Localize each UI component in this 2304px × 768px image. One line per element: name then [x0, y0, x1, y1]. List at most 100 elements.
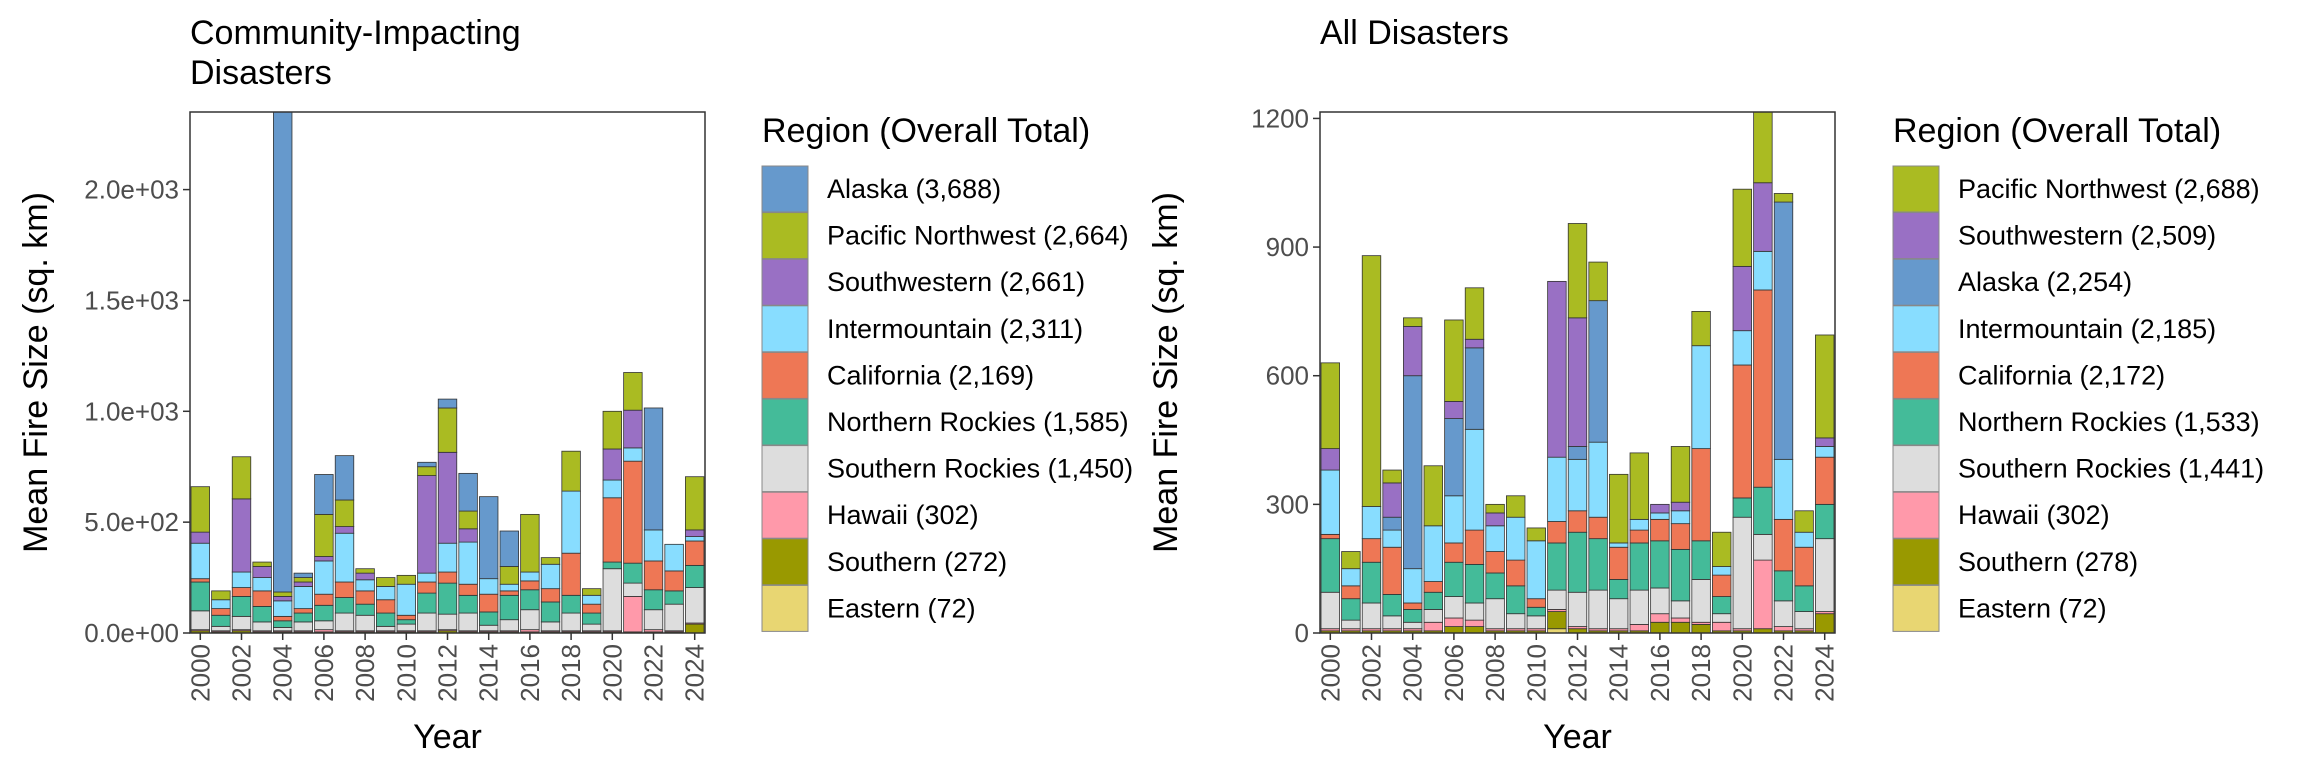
bar-segment [1815, 437, 1835, 447]
bar-segment [643, 529, 664, 562]
x-tick-label: 2022 [639, 644, 669, 702]
bar-segment [1444, 596, 1464, 619]
bar-segment [685, 536, 705, 542]
bar-segment [190, 531, 210, 544]
bars [190, 112, 705, 633]
bar-segment [417, 466, 437, 476]
x-tick-label: 2006 [309, 644, 339, 702]
bar-segment [1732, 188, 1752, 267]
bar-segment [1712, 621, 1732, 632]
bar-segment [1609, 579, 1629, 600]
bar-segment [190, 610, 210, 631]
legend-swatch [1892, 305, 1940, 353]
bar-segment [582, 623, 602, 632]
bar-segment [1609, 546, 1629, 580]
bar-segment [437, 582, 458, 615]
bar-segment [1650, 512, 1670, 520]
bars [1320, 112, 1835, 633]
bar-segment [1320, 591, 1340, 630]
bar-segment [1547, 611, 1567, 630]
legend-swatch [1892, 258, 1940, 306]
bar-segment [231, 571, 252, 588]
bar-segment [643, 560, 664, 591]
legend-label: Pacific Northwest (2,664) [827, 221, 1129, 251]
bar-segment [1567, 458, 1588, 512]
bar-segment [1547, 280, 1567, 458]
bar-segment [1691, 540, 1711, 580]
bar-segment [314, 556, 334, 562]
legend-label: Hawaii (302) [827, 500, 979, 530]
bar-segment [1464, 287, 1485, 340]
bar-segment [1320, 448, 1340, 471]
legend-swatch [761, 538, 809, 586]
bar-segment [1320, 538, 1340, 593]
bar-segment [1712, 574, 1732, 597]
bar-segment [1732, 516, 1752, 630]
bar-segment [417, 592, 437, 614]
bar-segment [1403, 621, 1423, 630]
bar-segment [1753, 112, 1773, 184]
bar-segment [1588, 300, 1608, 443]
bar-segment [1464, 619, 1485, 627]
x-tick-label: 2000 [185, 644, 215, 702]
bar-segment [396, 583, 416, 616]
bar-segment [1341, 551, 1361, 570]
legend-swatch [1892, 445, 1940, 493]
bar-segment [1670, 523, 1691, 550]
bar-segment [520, 580, 540, 591]
bar-segment [1341, 619, 1361, 630]
bar-segment [561, 594, 581, 614]
bar-segment [1732, 497, 1752, 518]
bar-segment [1629, 624, 1649, 632]
bar-segment [1382, 482, 1402, 518]
bar-segment [582, 594, 602, 605]
bar-segment [273, 600, 293, 617]
bar-segment [396, 619, 416, 625]
bar-segment [1815, 538, 1835, 612]
x-tick-label: 2018 [1686, 644, 1716, 702]
bar-segment [1773, 600, 1794, 627]
bar-segment [1444, 561, 1464, 597]
legend-item: Northern Rockies (1,585) [761, 398, 1129, 446]
bar-segment [1444, 401, 1464, 419]
legend-label: Pacific Northwest (2,688) [1958, 174, 2260, 204]
legend-swatch [761, 491, 809, 539]
bar-segment [273, 620, 293, 628]
bar-segment [273, 627, 293, 632]
bar-segment [355, 590, 375, 605]
legend: Region (Overall Total) Pacific Northwest … [1892, 112, 2264, 632]
bar-segment [1526, 540, 1546, 600]
bar-segment [376, 625, 396, 632]
bar-segment [1670, 501, 1691, 512]
x-tick-label: 2016 [515, 644, 545, 702]
bar-segment [1815, 446, 1835, 458]
x-tick-label: 2022 [1769, 644, 1799, 702]
bar-segment [1382, 594, 1402, 617]
bar-segment [1794, 546, 1814, 587]
bar-segment [1732, 364, 1752, 499]
bar-segment [273, 615, 293, 622]
bar-segment [602, 448, 622, 481]
legend-item: Pacific Northwest (2,664) [761, 212, 1129, 260]
bar-segment [190, 581, 210, 612]
bar-segment [1444, 319, 1464, 402]
bar-segment [1732, 330, 1752, 366]
legend-item: Hawaii (302) [1892, 491, 2110, 539]
bar-segment [211, 599, 231, 610]
bar-segment [190, 578, 210, 583]
bar-segment [1753, 182, 1773, 252]
bar-segment [417, 612, 437, 632]
bar-segment [582, 603, 602, 614]
bar-segment [1485, 551, 1505, 574]
bar-segment [334, 499, 355, 527]
legend-swatch [761, 398, 809, 446]
x-tick-label: 2012 [433, 644, 463, 702]
bar-segment [376, 577, 396, 587]
bar-segment [1732, 265, 1752, 332]
legend-title: Region (Overall Total) [762, 112, 1090, 150]
bar-segment [499, 530, 519, 567]
bar-segment [664, 603, 684, 632]
bar-segment [685, 476, 705, 531]
bar-segment [623, 409, 643, 449]
legend-swatch [1892, 398, 1940, 446]
